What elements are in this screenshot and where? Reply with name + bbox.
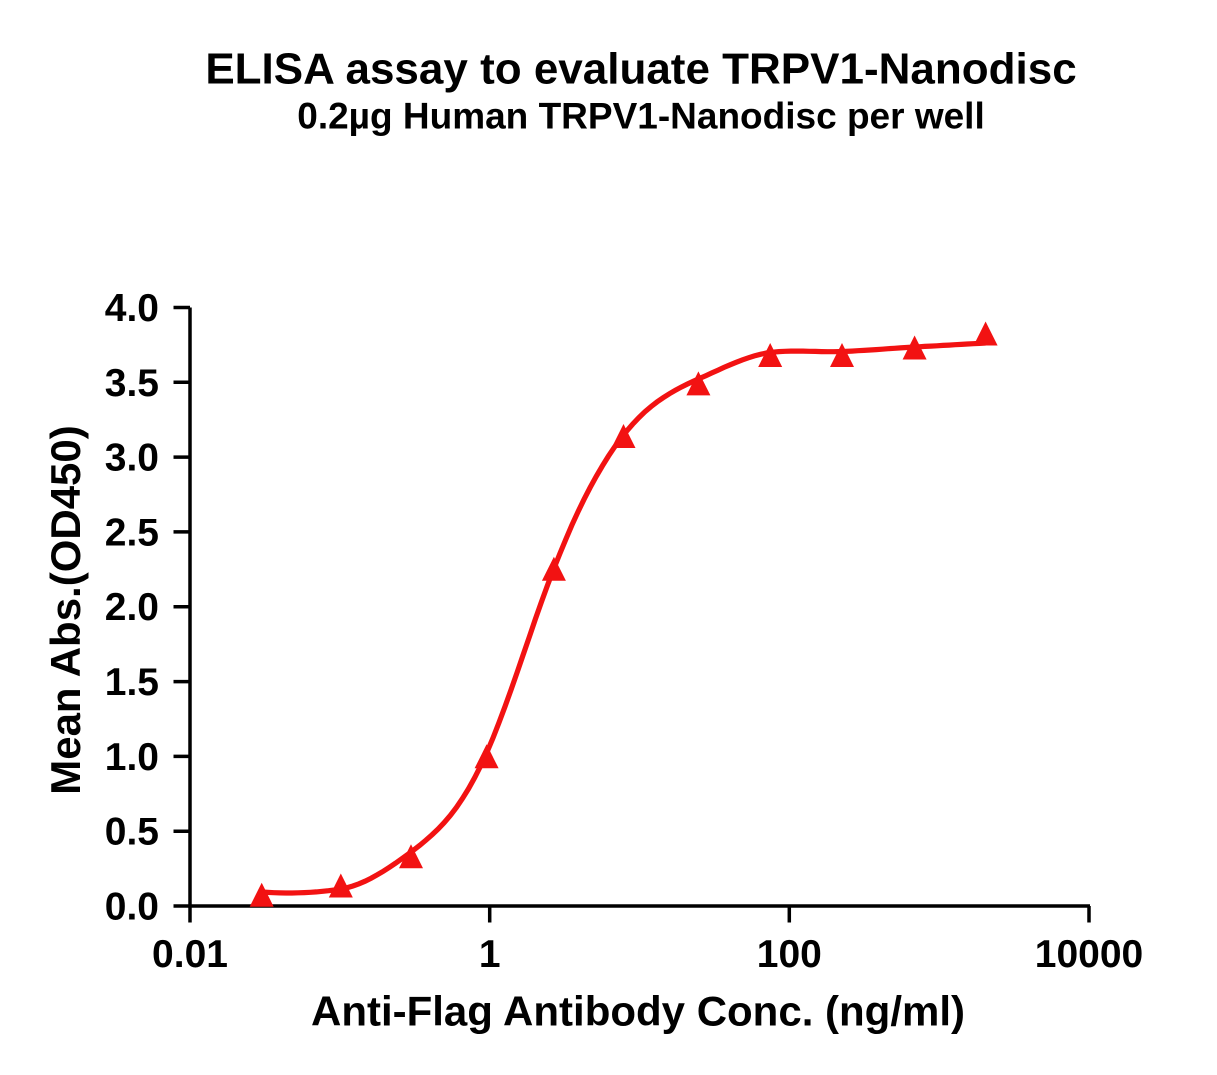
svg-text:10000: 10000 [1035,933,1143,976]
svg-text:3.0: 3.0 [105,437,159,480]
svg-text:100: 100 [757,933,822,976]
svg-text:0.5: 0.5 [105,811,159,854]
svg-text:0.01: 0.01 [152,933,228,976]
svg-text:2.5: 2.5 [105,511,159,554]
svg-text:1.5: 1.5 [105,661,159,704]
svg-text:4.0: 4.0 [105,287,159,330]
svg-text:3.5: 3.5 [105,362,159,405]
svg-text:1.0: 1.0 [105,736,159,779]
svg-text:ELISA assay to evaluate TRPV1-: ELISA assay to evaluate TRPV1-Nanodisc [205,45,1076,94]
svg-text:0.0: 0.0 [105,886,159,929]
svg-text:2.0: 2.0 [105,586,159,629]
svg-text:1: 1 [479,933,501,976]
svg-text:Mean Abs.(OD450): Mean Abs.(OD450) [42,425,89,795]
svg-text:0.2µg Human TRPV1-Nanodisc per: 0.2µg Human TRPV1-Nanodisc per well [297,95,984,136]
svg-text:Anti-Flag Antibody Conc. (ng/m: Anti-Flag Antibody Conc. (ng/ml) [311,987,965,1034]
